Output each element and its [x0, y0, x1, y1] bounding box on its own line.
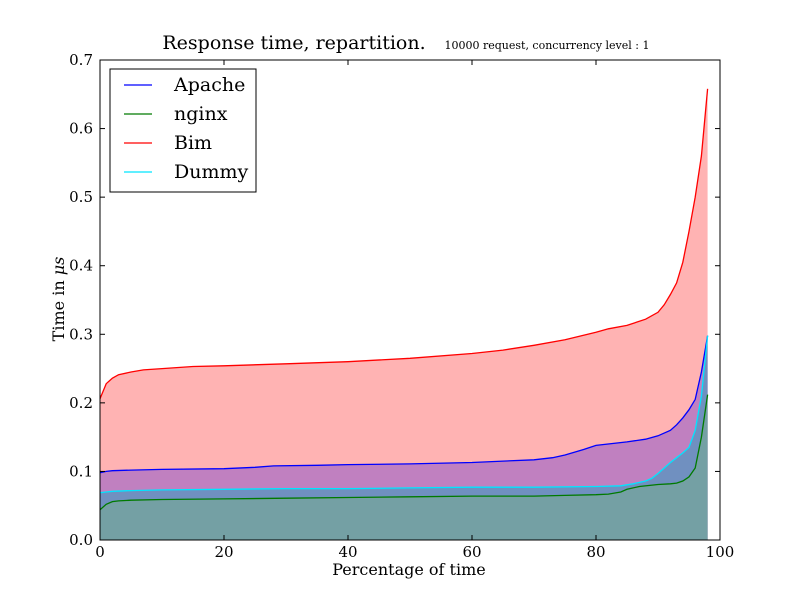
bim-area: [100, 88, 708, 541]
y-tick-label: 0.3: [69, 325, 93, 343]
y-tick-label: 0.1: [69, 462, 93, 480]
y-tick-label: 0.2: [69, 394, 93, 412]
x-axis-label: Percentage of time: [332, 560, 486, 579]
y-axis-ticks: 0.0 0.1 0.2 0.3 0.4 0.5 0.6 0.7: [69, 51, 720, 549]
y-tick-label: 0.5: [69, 188, 93, 206]
x-axis-ticks: 0 20 40 60 80 100: [95, 60, 734, 561]
dummy-area: [100, 335, 708, 540]
legend: Apache nginx Bim Dummy: [109, 68, 257, 193]
apache-legend-label: Apache: [173, 74, 245, 96]
y-tick-label: 0.0: [69, 531, 93, 549]
series-lines: [99, 88, 709, 511]
y-tick-label: 0.4: [69, 257, 93, 275]
x-tick-label: 40: [338, 543, 357, 561]
bim-legend-label: Bim: [174, 132, 212, 154]
dummy-line: [99, 335, 709, 494]
x-tick-label: 100: [706, 543, 735, 561]
apache-line: [99, 335, 709, 474]
x-tick-label: 60: [462, 543, 481, 561]
chart-title: Response time, repartition.: [162, 32, 425, 54]
x-tick-label: 20: [214, 543, 233, 561]
nginx-area: [100, 394, 708, 540]
y-axis-label-text: Time in: [49, 275, 68, 341]
chart-subtitle: 10000 request, concurrency level : 1: [444, 39, 649, 52]
y-tick-label: 0.7: [69, 51, 93, 69]
y-axis-label: Time in μs: [49, 257, 68, 342]
plot-frame: [99, 59, 721, 541]
nginx-legend-label: nginx: [174, 103, 228, 125]
x-tick-label: 0: [95, 543, 105, 561]
y-tick-label: 0.6: [69, 120, 93, 138]
dummy-legend-label: Dummy: [174, 161, 249, 183]
y-axis-label-unit: μs: [49, 257, 68, 276]
nginx-line: [99, 394, 709, 511]
bim-line: [99, 88, 709, 399]
x-tick-label: 80: [586, 543, 605, 561]
